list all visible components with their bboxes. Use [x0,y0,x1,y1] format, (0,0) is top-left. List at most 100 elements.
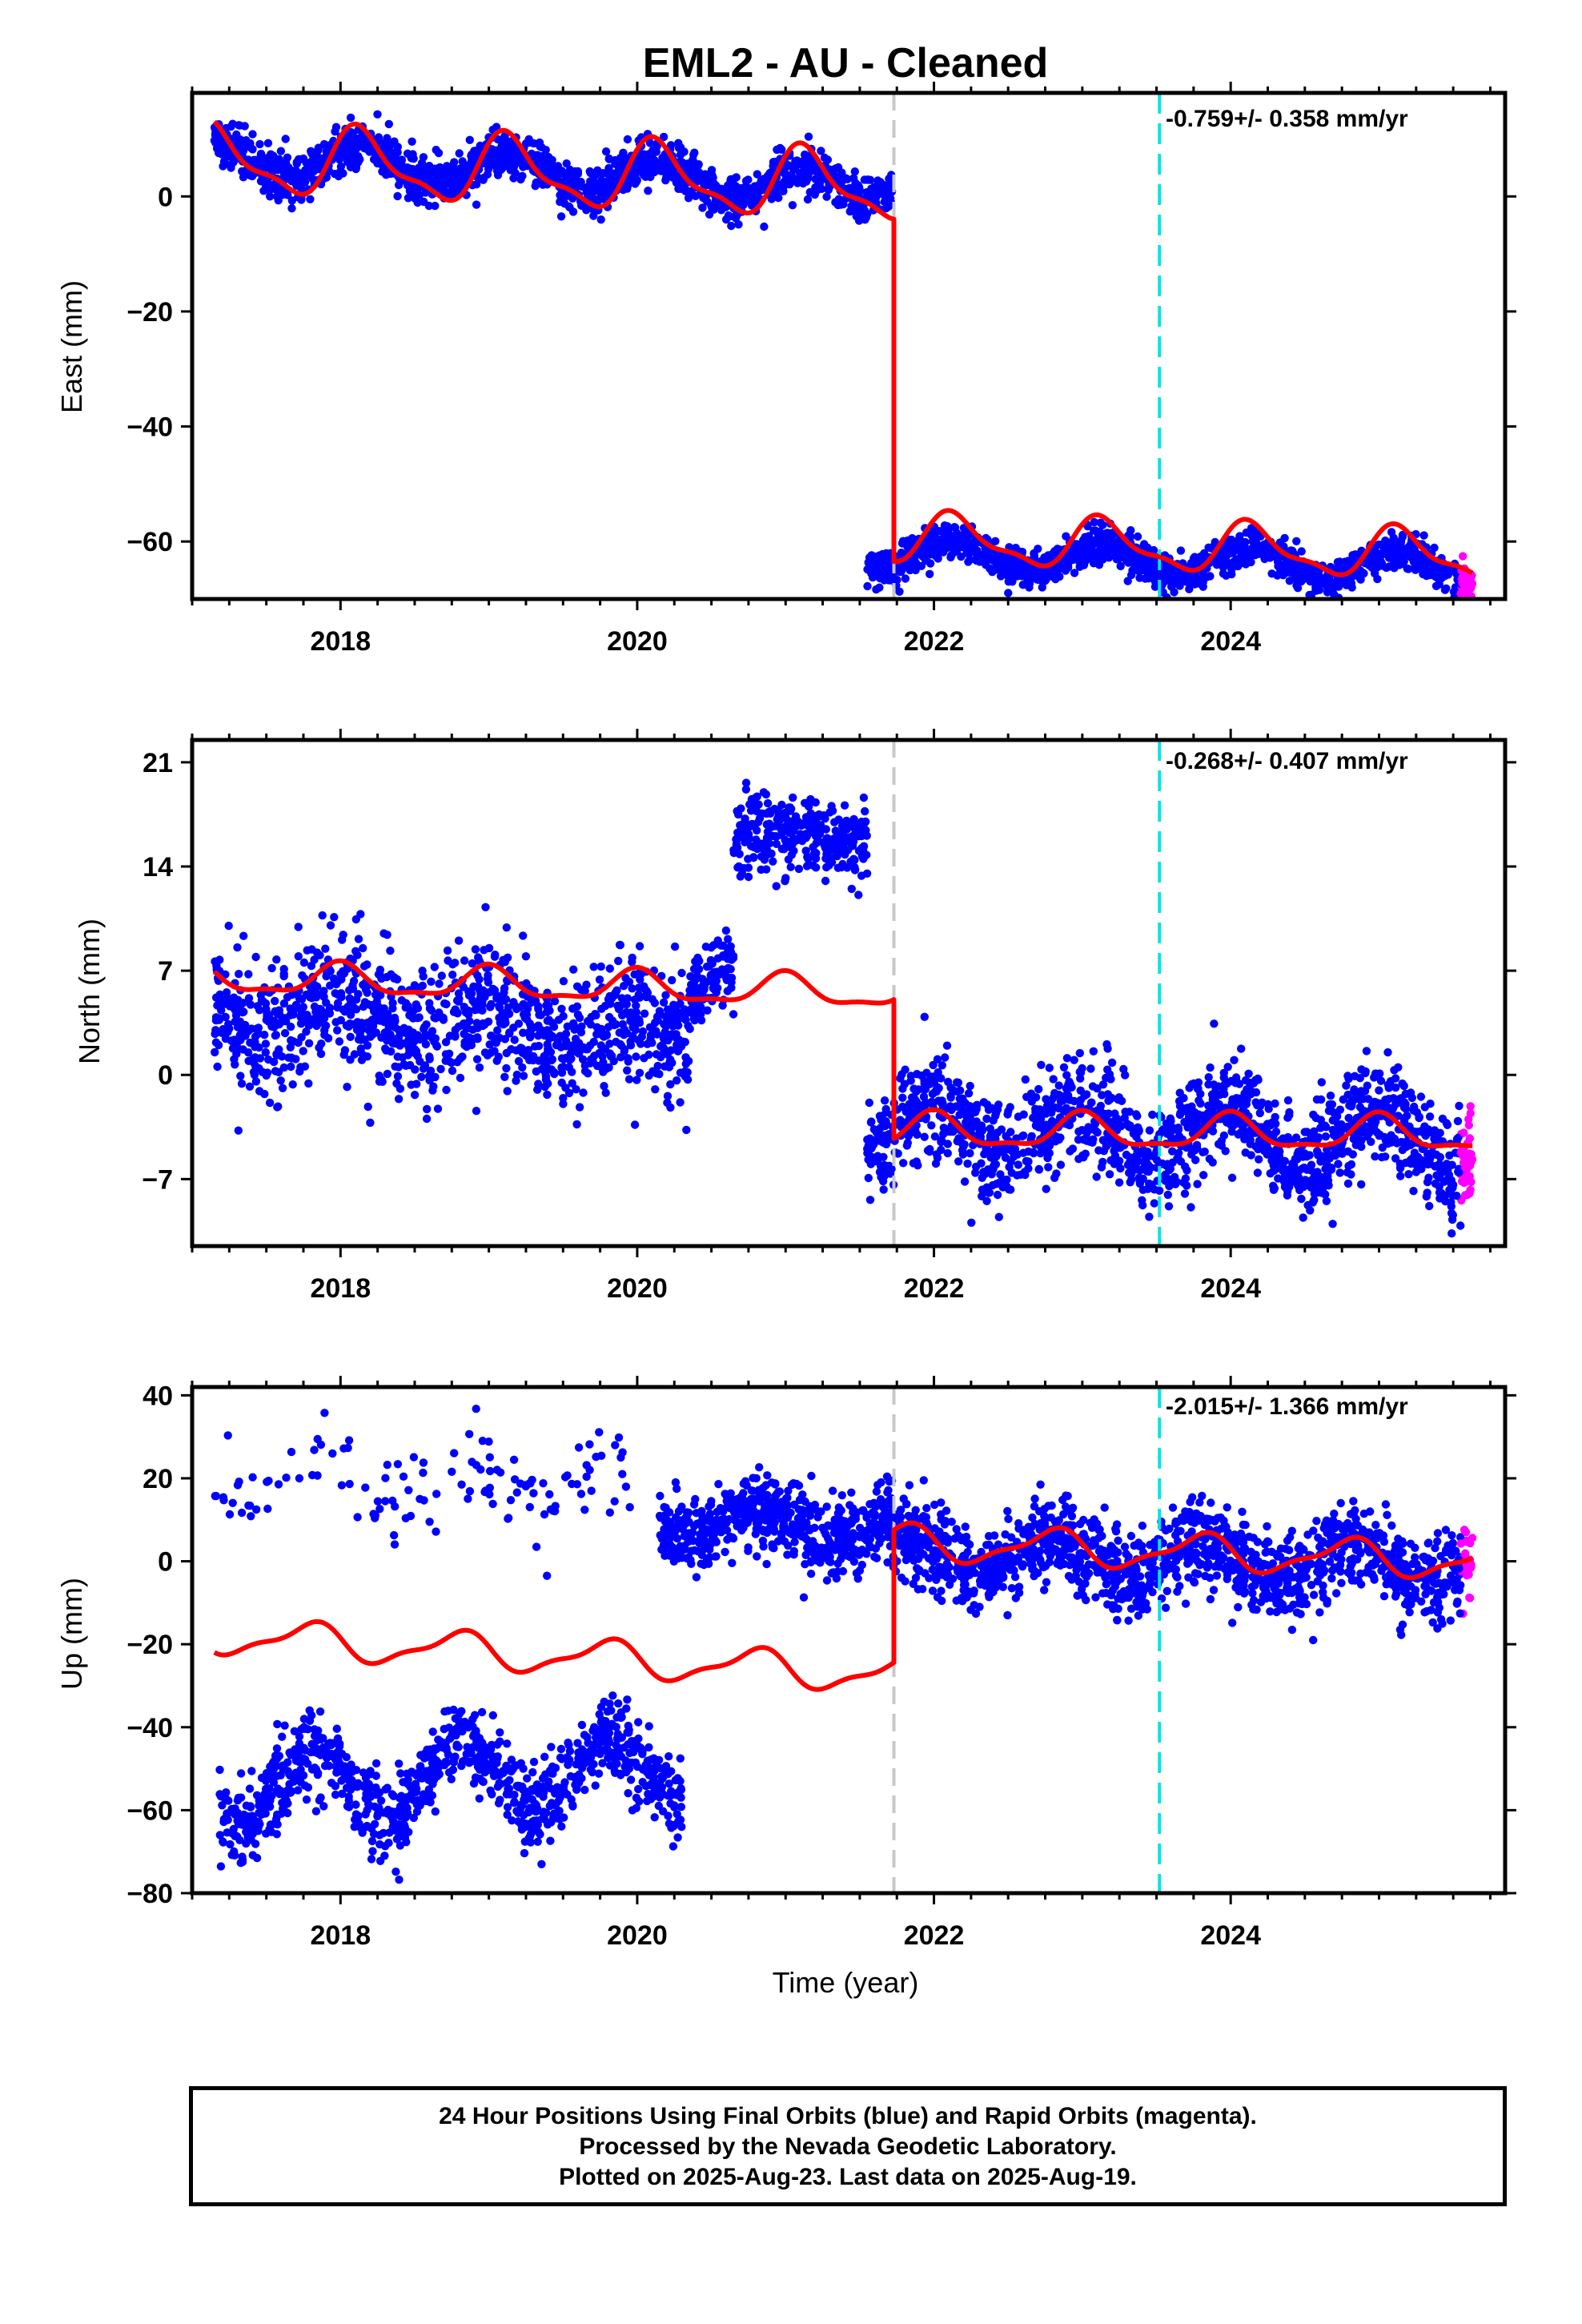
final-orbit-point-north [260,1031,269,1039]
final-orbit-point-north [583,1045,592,1054]
final-orbit-point-north [318,911,327,920]
final-orbit-point-east [1185,585,1194,593]
final-orbit-point-north [528,1055,538,1065]
final-orbit-point-east [779,178,789,187]
final-orbit-point-east [229,158,238,167]
final-orbit-point-north [437,971,446,980]
final-orbit-point-east [439,180,448,189]
final-orbit-point-east [586,180,595,189]
final-orbit-point-east [962,549,971,557]
final-orbit-point-north [312,1021,321,1031]
final-orbit-point-north [354,935,363,943]
final-orbit-point-east [1030,549,1038,558]
final-orbit-point-east [822,192,831,201]
final-orbit-point-north [568,1004,577,1013]
final-orbit-point-east [1133,532,1142,541]
final-orbit-point-north [296,1019,306,1028]
final-orbit-point-north [579,1088,588,1097]
final-orbit-point-north [631,1025,640,1035]
final-orbit-point-north [294,923,303,931]
final-orbit-point-east [753,170,761,179]
final-orbit-point-east [384,119,393,129]
final-orbit-point-east [296,183,305,192]
final-orbit-point-north [813,827,823,836]
final-orbit-point-east [687,159,696,168]
final-orbit-point-east [255,139,264,149]
final-orbit-point-north [456,1073,465,1083]
final-orbit-point-east [347,142,356,151]
final-orbit-point-east [1395,561,1404,569]
final-orbit-point-east [577,182,587,191]
final-orbit-point-east [991,537,1000,545]
final-orbit-point-east [779,187,788,195]
final-orbit-point-north [559,977,568,986]
final-orbit-point-north [436,1064,445,1074]
final-orbit-point-north [493,1026,502,1035]
final-orbit-point-north [298,971,307,980]
final-orbit-point-east [1244,549,1253,557]
final-orbit-point-north [320,1026,329,1035]
final-orbit-point-north [220,999,229,1008]
final-orbit-point-east [754,181,763,190]
final-orbit-point-east [281,135,290,143]
final-orbit-point-east [306,195,315,203]
final-orbit-point-north [519,1028,528,1037]
final-orbit-point-north [602,1064,611,1073]
final-orbit-point-east [726,175,735,184]
final-orbit-point-east [1234,561,1243,571]
final-orbit-point-north [408,1031,417,1041]
final-orbit-point-north [229,993,239,1002]
final-orbit-point-east [1124,556,1133,565]
final-orbit-point-east [245,170,254,179]
final-orbit-point-east [283,191,292,199]
final-orbit-point-north [575,1013,584,1023]
final-orbit-point-north [292,1003,301,1011]
final-orbit-point-east [1248,537,1257,546]
final-orbit-point-north [761,847,769,856]
final-orbit-point-north [572,1120,581,1129]
final-orbit-point-east [593,166,602,175]
final-orbit-point-east [414,163,424,172]
final-orbit-point-north [550,1068,559,1077]
final-orbit-point-north [787,843,796,852]
final-orbit-point-north [430,963,439,971]
final-orbit-point-east [505,147,514,155]
final-orbit-point-north [583,1017,592,1026]
final-orbit-point-north [518,1063,527,1072]
final-orbit-point-north [645,1023,655,1032]
final-orbit-point-east [619,153,628,162]
final-orbit-point-east [556,212,566,221]
final-orbit-point-north [1107,1058,1117,1068]
final-orbit-point-north [732,834,741,844]
final-orbit-point-north [294,1038,303,1047]
final-orbit-point-north [519,931,528,940]
final-orbit-point-north [390,1013,400,1023]
final-orbit-point-north [233,943,242,952]
final-orbit-point-east [921,556,930,565]
final-orbit-point-east [1094,561,1104,569]
final-orbit-point-east [1442,584,1451,593]
final-orbit-point-east [1128,566,1137,575]
final-orbit-point-north [729,1010,738,1019]
final-orbit-point-east [393,191,402,201]
final-orbit-point-east [964,557,973,566]
final-orbit-point-north [544,1079,552,1088]
final-orbit-point-east [292,159,301,168]
final-orbit-point-north [352,1025,362,1035]
final-orbit-point-north [781,877,789,886]
final-orbit-point-north [614,1004,624,1014]
final-orbit-point-north [339,931,347,939]
final-orbit-point-north [801,798,809,807]
final-orbit-point-east [1104,529,1114,538]
final-orbit-point-north [561,1053,571,1063]
final-orbit-point-east [1062,532,1070,541]
final-orbit-point-north [1206,1063,1215,1072]
final-orbit-point-north [670,942,680,951]
final-orbit-point-north [568,1079,576,1088]
final-orbit-point-east [246,139,255,148]
final-orbit-point-north [336,1015,345,1025]
final-orbit-point-east [1398,530,1407,540]
final-orbit-point-north [565,1041,574,1051]
final-orbit-point-north [413,1003,423,1013]
final-orbit-point-east [1076,555,1086,564]
